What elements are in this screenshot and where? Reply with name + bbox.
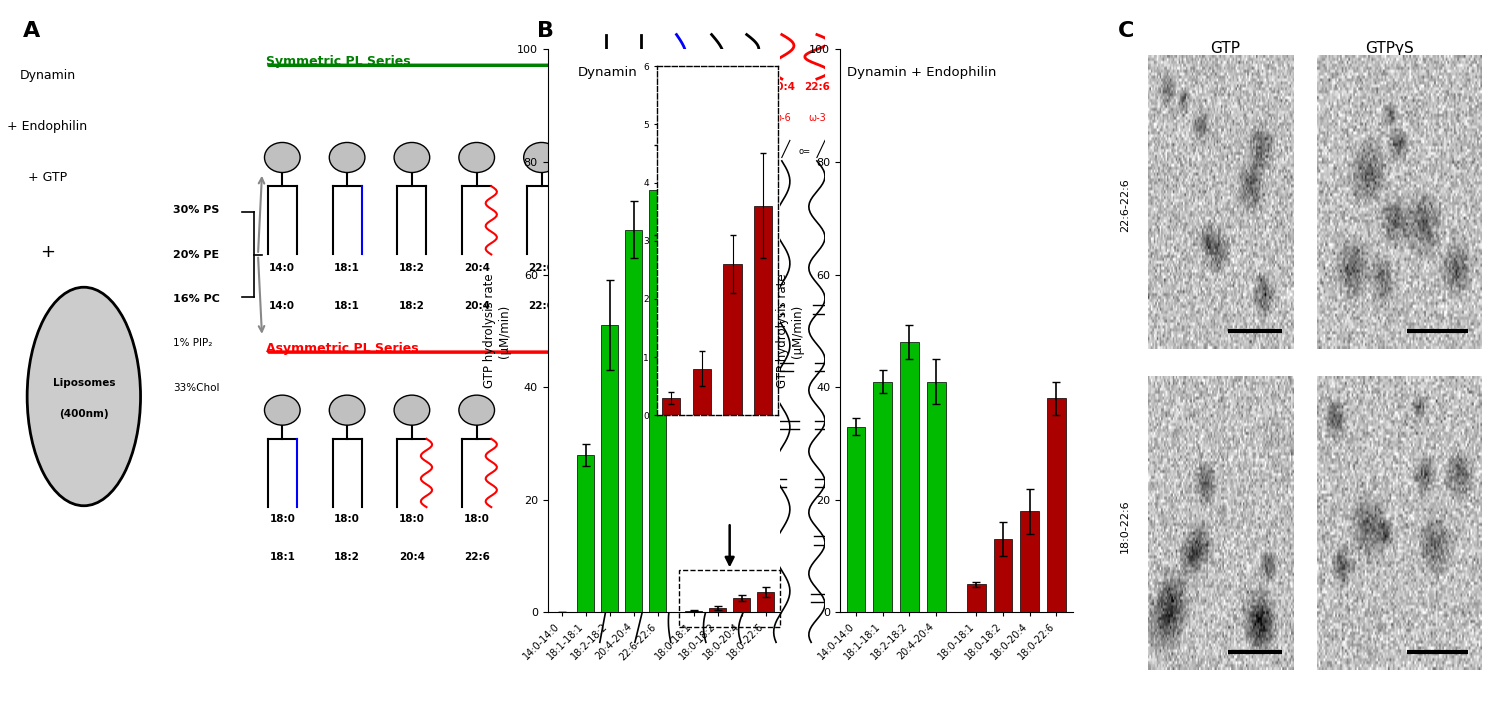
- Text: ω-9: ω-9: [668, 113, 686, 123]
- Text: 18:0-22:6: 18:0-22:6: [1120, 499, 1131, 553]
- Bar: [710, 608, 726, 612]
- Circle shape: [330, 395, 364, 425]
- Circle shape: [459, 395, 495, 425]
- Text: 33%Chol: 33%Chol: [172, 383, 219, 393]
- Circle shape: [524, 142, 560, 172]
- Text: 18:2: 18:2: [334, 551, 360, 562]
- Text: 18:0: 18:0: [464, 514, 489, 524]
- Text: 18:1: 18:1: [334, 263, 360, 273]
- Text: 20:4: 20:4: [464, 301, 489, 311]
- Bar: [1047, 398, 1066, 612]
- Text: o=: o=: [728, 147, 740, 156]
- Text: 18:1: 18:1: [334, 301, 360, 311]
- Text: C: C: [1118, 21, 1134, 41]
- Text: o=: o=: [764, 147, 776, 156]
- Text: Dynamin: Dynamin: [20, 69, 75, 82]
- Text: 22:6-22:6: 22:6-22:6: [1120, 178, 1131, 232]
- Y-axis label: GTP hydrolysis rate
(μM/min): GTP hydrolysis rate (μM/min): [483, 274, 512, 388]
- Bar: [758, 592, 774, 612]
- Bar: [626, 230, 642, 612]
- Text: 14:0: 14:0: [270, 263, 296, 273]
- Text: o=: o=: [798, 147, 810, 156]
- Text: 20:4: 20:4: [399, 551, 424, 562]
- Text: GTP: GTP: [1209, 42, 1239, 56]
- Text: 18:0: 18:0: [270, 514, 296, 524]
- Circle shape: [264, 395, 300, 425]
- Text: 18:0: 18:0: [334, 514, 360, 524]
- Text: 14:0: 14:0: [270, 301, 296, 311]
- Text: 22:6: 22:6: [464, 551, 489, 562]
- Circle shape: [394, 142, 429, 172]
- Text: + Endophilin: + Endophilin: [8, 120, 87, 133]
- Text: 18:1: 18:1: [270, 551, 296, 562]
- Text: Dynamin: Dynamin: [578, 66, 638, 79]
- Text: 20% PE: 20% PE: [172, 250, 219, 260]
- Ellipse shape: [27, 287, 141, 505]
- Text: 20:4: 20:4: [770, 82, 795, 92]
- Text: o=: o=: [658, 147, 670, 156]
- Text: 18:2: 18:2: [399, 301, 424, 311]
- Text: 30% PS: 30% PS: [172, 206, 219, 215]
- Text: o=: o=: [622, 147, 634, 156]
- Y-axis label: GTP hydrolysis rate
(μM/min): GTP hydrolysis rate (μM/min): [776, 274, 804, 388]
- Circle shape: [394, 395, 429, 425]
- Text: o=: o=: [693, 147, 705, 156]
- Text: 20:4: 20:4: [464, 263, 489, 273]
- Text: 14:0: 14:0: [594, 82, 619, 92]
- Text: A: A: [22, 21, 40, 41]
- Text: +: +: [40, 243, 56, 261]
- Bar: [734, 598, 750, 612]
- Text: 18:2: 18:2: [399, 263, 424, 273]
- Text: 16% PC: 16% PC: [172, 294, 220, 304]
- Circle shape: [264, 142, 300, 172]
- Text: 1% PIP₂: 1% PIP₂: [172, 339, 213, 348]
- Text: 18:1: 18:1: [663, 82, 690, 92]
- Text: 22:6: 22:6: [528, 263, 555, 273]
- Bar: [578, 455, 594, 612]
- Bar: [650, 190, 666, 612]
- Text: B: B: [537, 21, 554, 41]
- Bar: [602, 325, 618, 612]
- Text: 22:6: 22:6: [528, 301, 555, 311]
- Circle shape: [330, 142, 364, 172]
- Text: + GTP: + GTP: [28, 171, 68, 184]
- Text: Dynamin + Endophilin: Dynamin + Endophilin: [847, 66, 996, 79]
- Bar: [873, 382, 892, 612]
- Text: o=: o=: [588, 147, 600, 156]
- Text: 18:0: 18:0: [628, 82, 654, 92]
- Text: (400nm): (400nm): [58, 408, 108, 419]
- Bar: [846, 427, 865, 612]
- Text: Liposomes: Liposomes: [53, 378, 116, 388]
- Text: ω-3: ω-3: [738, 113, 756, 123]
- Bar: [968, 584, 986, 612]
- Bar: [927, 382, 945, 612]
- Text: GTPγS: GTPγS: [1365, 42, 1413, 56]
- Text: 18:0: 18:0: [399, 514, 424, 524]
- Bar: [993, 539, 1012, 612]
- Circle shape: [459, 142, 495, 172]
- Text: ω-6: ω-6: [772, 113, 790, 123]
- Text: 18:2: 18:2: [699, 82, 724, 92]
- Text: 18:3: 18:3: [734, 82, 759, 92]
- Text: Asymmetric PL Series: Asymmetric PL Series: [266, 342, 419, 355]
- Text: 22:6: 22:6: [804, 82, 830, 92]
- Text: ω-3: ω-3: [808, 113, 826, 123]
- Text: ω-6: ω-6: [702, 113, 720, 123]
- Text: Symmetric PL Series: Symmetric PL Series: [266, 55, 411, 68]
- Bar: [900, 342, 920, 612]
- Bar: [686, 611, 702, 612]
- Bar: [1020, 511, 1040, 612]
